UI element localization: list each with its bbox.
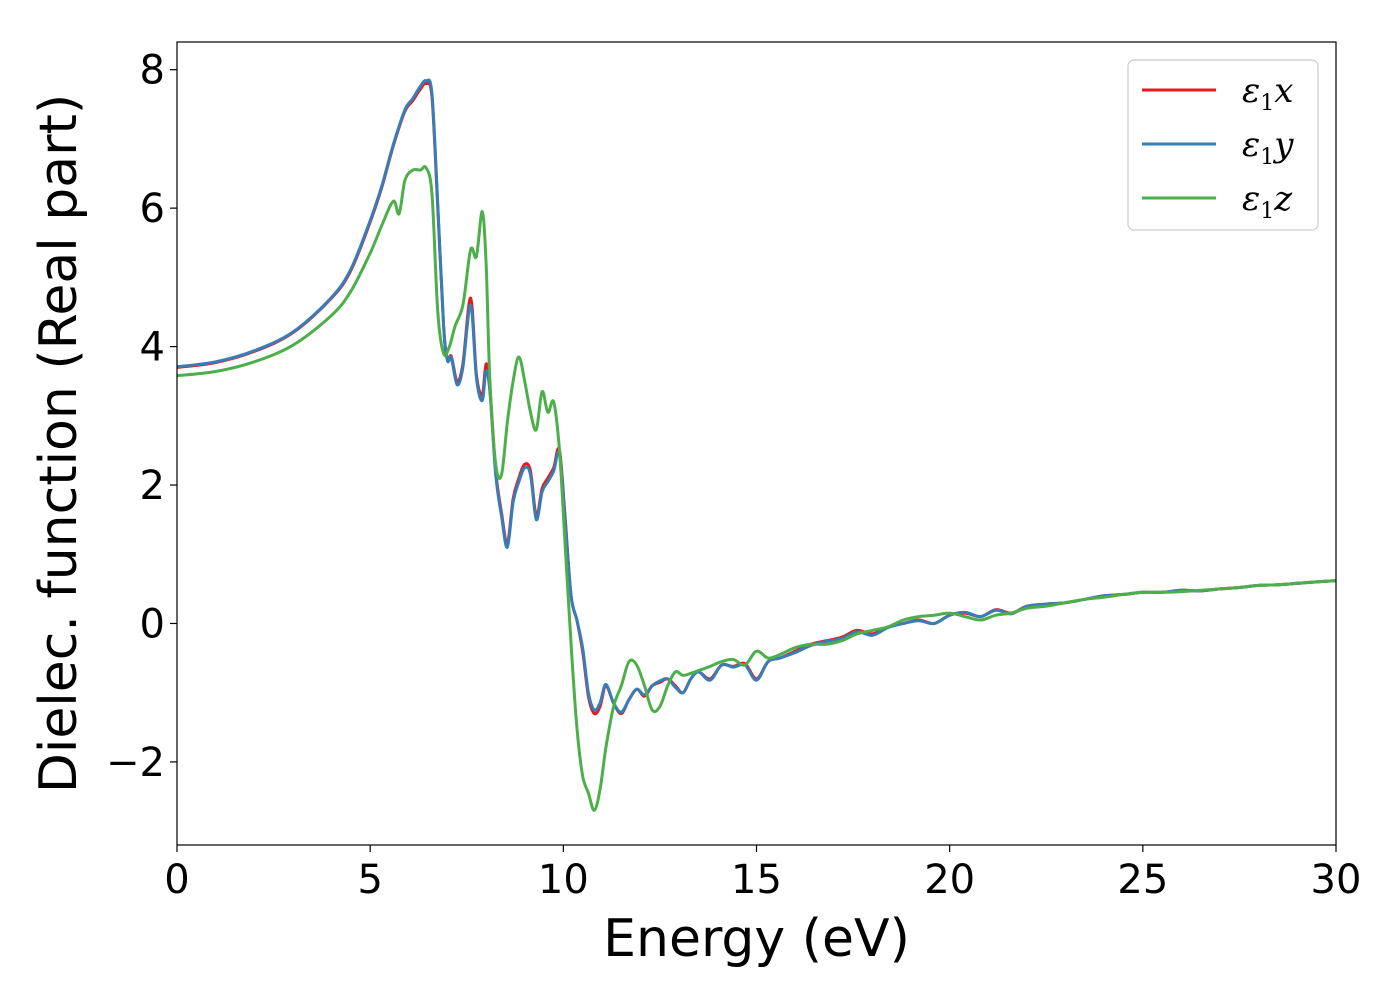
y-tick-label: 6 <box>140 186 165 232</box>
y-tick-label: 2 <box>140 463 165 509</box>
x-axis: 0 5 10 15 20 25 30 <box>164 845 1361 903</box>
legend: ε1x ε1y ε1z <box>1127 59 1319 231</box>
y-tick-label: −2 <box>106 740 165 786</box>
series-line-z <box>177 165 1336 812</box>
series-line-y <box>177 78 1336 714</box>
legend-label-y: ε1y <box>1242 125 1294 170</box>
x-tick-label: 25 <box>1117 857 1168 903</box>
x-tick-label: 5 <box>357 857 382 903</box>
y-tick-label: 0 <box>140 601 165 647</box>
y-axis: −2 0 2 4 6 8 <box>106 48 177 786</box>
series-lines <box>177 78 1336 812</box>
x-axis-label: Energy (eV) <box>603 909 910 969</box>
legend-label-x: ε1x <box>1242 71 1293 116</box>
legend-box <box>1127 59 1319 231</box>
x-tick-label: 30 <box>1311 857 1362 903</box>
y-axis-label: Dielec. function (Real part) <box>29 94 89 793</box>
x-tick-label: 0 <box>164 857 189 903</box>
y-tick-label: 8 <box>140 48 165 94</box>
y-tick-label: 4 <box>140 325 165 371</box>
x-tick-label: 15 <box>731 857 782 903</box>
x-tick-label: 20 <box>924 857 975 903</box>
legend-label-z: ε1z <box>1242 179 1293 224</box>
x-tick-label: 10 <box>538 857 589 903</box>
